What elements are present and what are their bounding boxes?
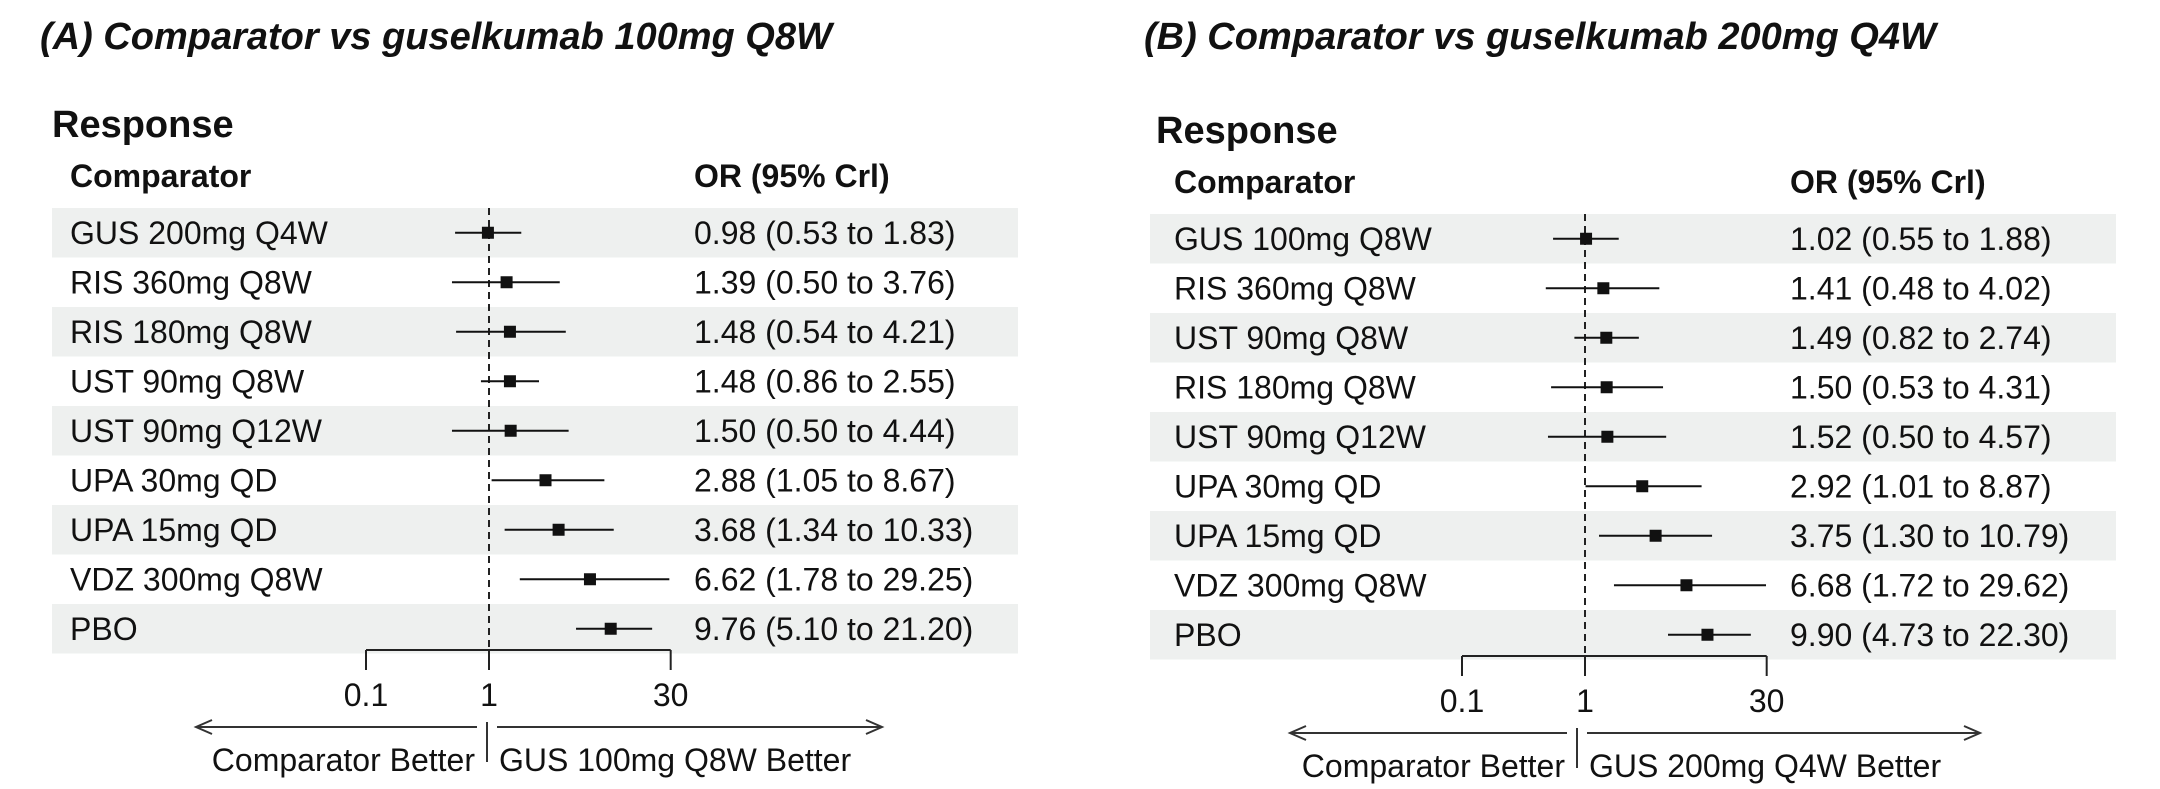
odds-ratio-label: 1.49 (0.82 to 2.74) [1790, 320, 2052, 356]
point-estimate [481, 226, 494, 239]
panel-title: (B) Comparator vs guselkumab 200mg Q4W [1144, 16, 1936, 58]
odds-ratio-label: 1.39 (0.50 to 3.76) [694, 264, 956, 300]
comparator-label: RIS 180mg Q8W [1174, 369, 1417, 405]
odds-ratio-label: 1.41 (0.48 to 4.02) [1790, 270, 2052, 306]
x-tick-label: 1 [480, 677, 498, 713]
odds-ratio-label: 6.62 (1.78 to 29.25) [694, 561, 973, 597]
odds-ratio-label: 1.50 (0.50 to 4.44) [694, 413, 956, 449]
comparator-label: UST 90mg Q8W [1174, 320, 1409, 356]
comparator-label: UST 90mg Q8W [70, 363, 305, 399]
odds-ratio-label: 1.02 (0.55 to 1.88) [1790, 221, 2052, 257]
point-estimate [1649, 529, 1662, 542]
right-arrow-head-icon [865, 719, 885, 735]
odds-ratio-label: 1.48 (0.86 to 2.55) [694, 363, 956, 399]
forest-panel-a: (A) Comparator vs guselkumab 100mg Q8W R… [40, 16, 1018, 778]
point-estimate [604, 622, 617, 635]
panel-title: (A) Comparator vs guselkumab 100mg Q8W [40, 16, 832, 58]
comparator-label: VDZ 300mg Q8W [1174, 567, 1427, 603]
right-arrow-head-icon [1963, 725, 1983, 741]
comparator-label: UPA 15mg QD [1174, 518, 1381, 554]
comparator-label: GUS 100mg Q8W [1174, 221, 1433, 257]
comparator-label: RIS 180mg Q8W [70, 314, 313, 350]
point-estimate [1600, 381, 1613, 394]
comparator-label: UPA 15mg QD [70, 512, 277, 548]
comparator-label: PBO [1174, 617, 1242, 653]
forest-plot: GUS 200mg Q4W 0.98 (0.53 to 1.83) RIS 360m… [52, 208, 1018, 778]
odds-ratio-label: 6.68 (1.72 to 29.62) [1790, 567, 2069, 603]
left-arrow-head-icon [193, 719, 213, 735]
comparator-label: RIS 360mg Q8W [70, 264, 313, 300]
point-estimate [1636, 480, 1649, 493]
estimate-column-header: OR (95% Crl) [694, 158, 890, 194]
odds-ratio-label: 1.50 (0.53 to 4.31) [1790, 369, 2052, 405]
odds-ratio-label: 2.88 (1.05 to 8.67) [694, 462, 956, 498]
row-background [1150, 610, 2116, 660]
odds-ratio-label: 3.68 (1.34 to 10.33) [694, 512, 973, 548]
row-background [1150, 214, 2116, 264]
point-estimate [1701, 628, 1714, 641]
odds-ratio-label: 0.98 (0.53 to 1.83) [694, 215, 956, 251]
treatment-better-label: GUS 200mg Q4W Better [1589, 748, 1941, 784]
x-tick-label: 30 [1749, 683, 1785, 719]
x-tick-label: 0.1 [1440, 683, 1484, 719]
point-estimate [500, 276, 513, 289]
point-estimate [1597, 282, 1610, 295]
point-estimate [504, 424, 517, 437]
row-background [52, 604, 1018, 654]
point-estimate [552, 523, 565, 536]
point-estimate [539, 474, 552, 487]
forest-plot: GUS 100mg Q8W 1.02 (0.55 to 1.88) RIS 360m… [1150, 214, 2116, 784]
point-estimate [503, 325, 516, 338]
odds-ratio-label: 9.76 (5.10 to 21.20) [694, 611, 973, 647]
odds-ratio-label: 1.52 (0.50 to 4.57) [1790, 419, 2052, 455]
point-estimate [1580, 232, 1593, 245]
comparator-label: RIS 360mg Q8W [1174, 270, 1417, 306]
section-label: Response [1156, 110, 1338, 152]
comparator-better-label: Comparator Better [1302, 748, 1566, 784]
comparator-better-label: Comparator Better [212, 742, 476, 778]
row-background [52, 208, 1018, 258]
odds-ratio-label: 2.92 (1.01 to 8.87) [1790, 468, 2052, 504]
comparator-label: PBO [70, 611, 138, 647]
odds-ratio-label: 9.90 (4.73 to 22.30) [1790, 617, 2069, 653]
comparator-label: UPA 30mg QD [70, 462, 277, 498]
point-estimate [503, 375, 516, 388]
forest-panel-b: (B) Comparator vs guselkumab 200mg Q4W R… [1104, 0, 2160, 789]
odds-ratio-label: 3.75 (1.30 to 10.79) [1790, 518, 2069, 554]
comparator-label: UST 90mg Q12W [70, 413, 323, 449]
point-estimate [1680, 579, 1693, 592]
comparator-label: GUS 200mg Q4W [70, 215, 329, 251]
section-label: Response [52, 104, 234, 146]
treatment-better-label: GUS 100mg Q8W Better [499, 742, 851, 778]
x-tick-label: 0.1 [344, 677, 388, 713]
x-tick-label: 1 [1576, 683, 1594, 719]
comparator-column-header: Comparator [70, 158, 252, 194]
odds-ratio-label: 1.48 (0.54 to 4.21) [694, 314, 956, 350]
left-arrow-head-icon [1287, 725, 1307, 741]
point-estimate [1600, 331, 1613, 344]
point-estimate [1601, 430, 1614, 443]
estimate-column-header: OR (95% Crl) [1790, 164, 1986, 200]
x-tick-label: 30 [653, 677, 689, 713]
comparator-column-header: Comparator [1174, 164, 1356, 200]
comparator-label: UST 90mg Q12W [1174, 419, 1427, 455]
point-estimate [583, 573, 596, 586]
comparator-label: UPA 30mg QD [1174, 468, 1381, 504]
comparator-label: VDZ 300mg Q8W [70, 561, 323, 597]
